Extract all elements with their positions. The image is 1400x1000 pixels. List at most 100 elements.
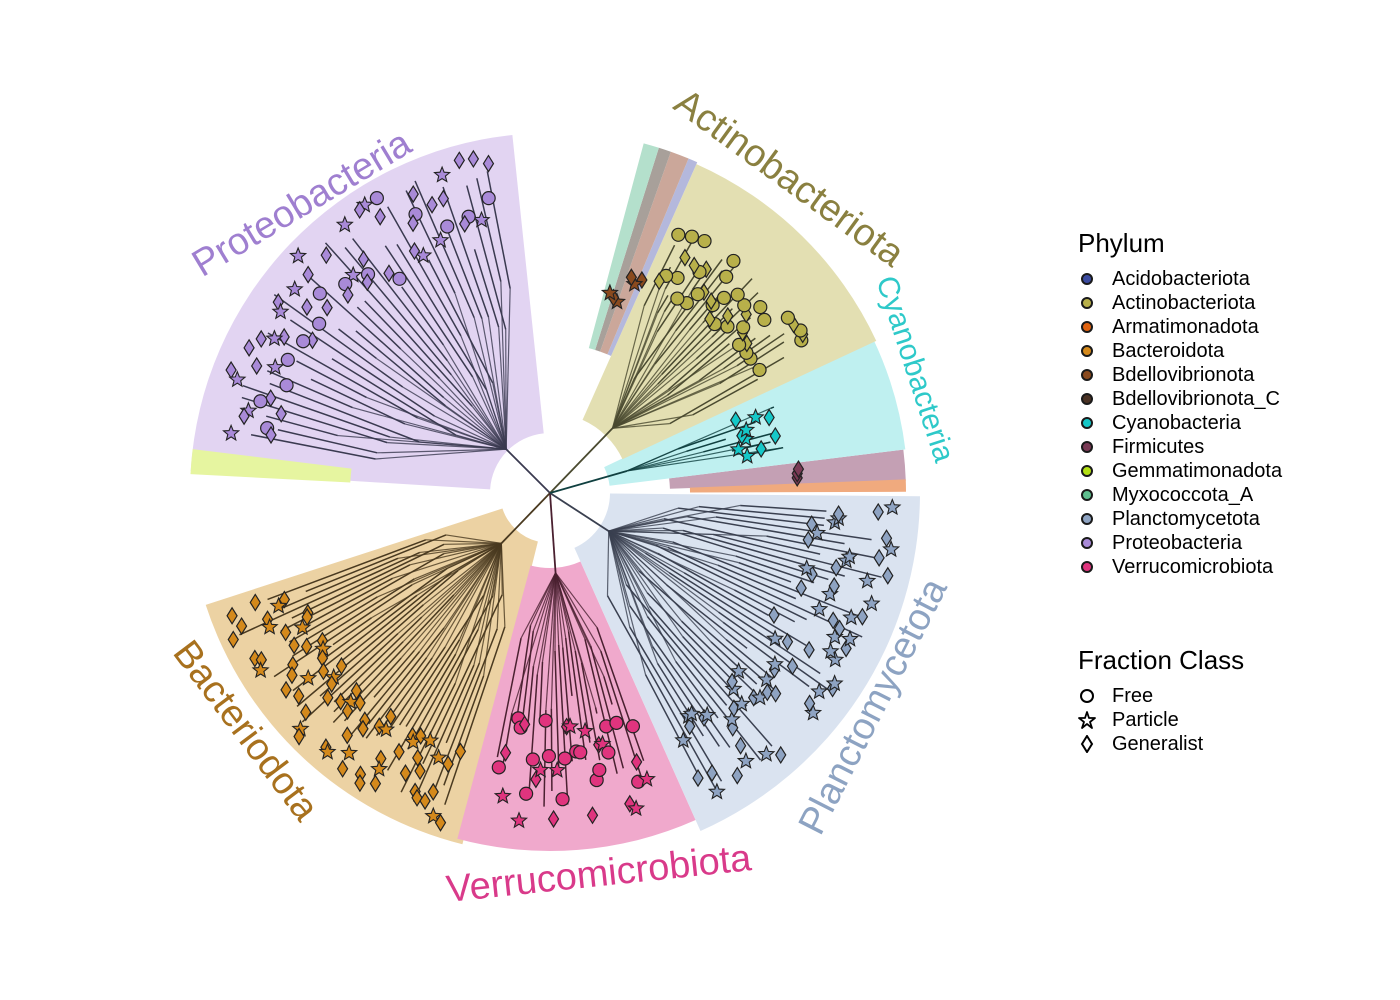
free-tip-marker — [737, 298, 752, 313]
tip-branch — [291, 543, 445, 619]
particle-tip-marker — [722, 710, 741, 728]
particle-tip-marker — [472, 210, 491, 228]
phylum-legend-label: Planctomycetota — [1112, 507, 1260, 530]
internal-branch — [611, 311, 665, 429]
tip-branch — [656, 295, 669, 314]
internal-branch — [496, 543, 502, 629]
tip-branch — [651, 646, 720, 747]
tip-branch — [655, 544, 807, 621]
generalist-tip-marker — [454, 742, 467, 761]
generalist-tip-marker — [786, 657, 799, 676]
generalist-tip-marker — [278, 327, 290, 347]
tip-branch — [266, 415, 338, 437]
internal-branch — [608, 530, 719, 613]
internal-branch — [608, 530, 670, 574]
tip-branch — [710, 641, 758, 685]
trunk-branch — [500, 492, 551, 544]
internal-branch — [457, 542, 502, 572]
tip-branch — [686, 438, 727, 453]
generalist-tip-marker — [499, 743, 512, 762]
particle-tip-marker — [862, 594, 881, 612]
free-tip-marker — [780, 310, 795, 325]
particle-tip-marker — [882, 540, 901, 558]
generalist-tip-marker — [354, 774, 366, 793]
generalist-tip-marker — [293, 686, 305, 706]
phylum-legend-label: Gemmatimonadota — [1112, 459, 1283, 482]
free-tip-marker — [519, 786, 534, 801]
tip-branch — [476, 178, 502, 282]
particle-tip-marker — [883, 498, 902, 516]
particle-tip-marker — [260, 617, 279, 635]
internal-branch — [554, 572, 564, 648]
phylum-legend-item: Bdellovibrionota_C — [1078, 387, 1282, 411]
tip-branch — [695, 332, 726, 360]
tip-branch — [412, 664, 475, 802]
tip-branch — [338, 328, 377, 360]
tip-branch — [539, 661, 544, 719]
generalist-tip-marker — [731, 766, 743, 785]
internal-branch — [439, 378, 507, 450]
internal-branch — [446, 542, 502, 570]
clade-label-verrucomicrobiota: Verrucomicrobiota — [444, 837, 754, 911]
legend-dot-icon — [1078, 390, 1096, 408]
internal-branch — [555, 572, 602, 652]
tip-branch — [644, 674, 702, 781]
internal-branch — [366, 396, 507, 450]
free-tip-marker — [369, 191, 384, 206]
generalist-tip-marker — [357, 719, 369, 738]
internal-branch — [337, 434, 507, 450]
tip-branch — [657, 552, 769, 616]
tip-branch — [715, 516, 872, 541]
tip-branch — [678, 507, 824, 527]
free-tip-marker — [296, 334, 311, 349]
generalist-tip-marker — [302, 265, 314, 284]
tip-branch — [442, 186, 490, 318]
internal-branch — [445, 534, 502, 544]
particle-tip-marker — [251, 661, 270, 679]
particle-tip-marker — [424, 806, 443, 824]
phylum-legend-item: Bdellovibrionota — [1078, 363, 1282, 387]
generalist-tip-marker — [407, 214, 419, 233]
particle-tip-marker — [707, 782, 726, 800]
internal-branch — [402, 386, 507, 450]
free-tip-marker — [573, 745, 588, 760]
generalist-tip-marker — [630, 752, 643, 772]
internal-branch — [541, 572, 557, 663]
tip-branch — [633, 259, 723, 380]
phylum-legend-item: Gemmatimonadota — [1078, 459, 1282, 483]
generalist-tip-marker — [427, 782, 439, 802]
internal-branch — [554, 572, 560, 645]
phylum-legend-label: Acidobacteriota — [1112, 267, 1250, 290]
particle-tip-marker — [222, 423, 241, 442]
trunk-branch — [549, 427, 614, 494]
particle-tip-marker — [840, 547, 859, 565]
internal-branch — [606, 531, 610, 596]
internal-branch — [532, 572, 557, 667]
tip-branch — [515, 625, 532, 723]
generalist-tip-marker — [408, 241, 421, 261]
internal-branch — [487, 316, 507, 450]
tip-branch — [267, 332, 418, 419]
legend-dot-icon — [1078, 462, 1096, 480]
phylum-legend-item: Acidobacteriota — [1078, 267, 1282, 291]
generalist-tip-marker — [369, 774, 382, 793]
particle-tip-marker — [271, 302, 290, 320]
internal-branch — [626, 450, 687, 472]
particle-tip-marker — [370, 759, 389, 777]
generalist-tip-marker — [300, 703, 312, 722]
generalist-tip-marker — [803, 694, 816, 713]
legend-dot-icon — [1078, 342, 1096, 360]
generalist-tip-marker — [325, 674, 338, 694]
tip-branch — [309, 277, 445, 399]
tip-branch — [629, 626, 723, 782]
generalist-tip-marker — [320, 246, 332, 265]
generalist-tip-marker — [434, 813, 447, 832]
tip-branch — [562, 647, 573, 762]
tip-branch — [273, 584, 413, 678]
generalist-tip-marker — [414, 761, 426, 781]
phylum-legend-label: Actinobacteriota — [1112, 291, 1256, 314]
free-tip-marker — [491, 760, 506, 775]
generalist-tip-marker — [385, 707, 397, 726]
generalist-tip-marker — [335, 656, 348, 676]
particle-tip-marker — [335, 215, 354, 233]
